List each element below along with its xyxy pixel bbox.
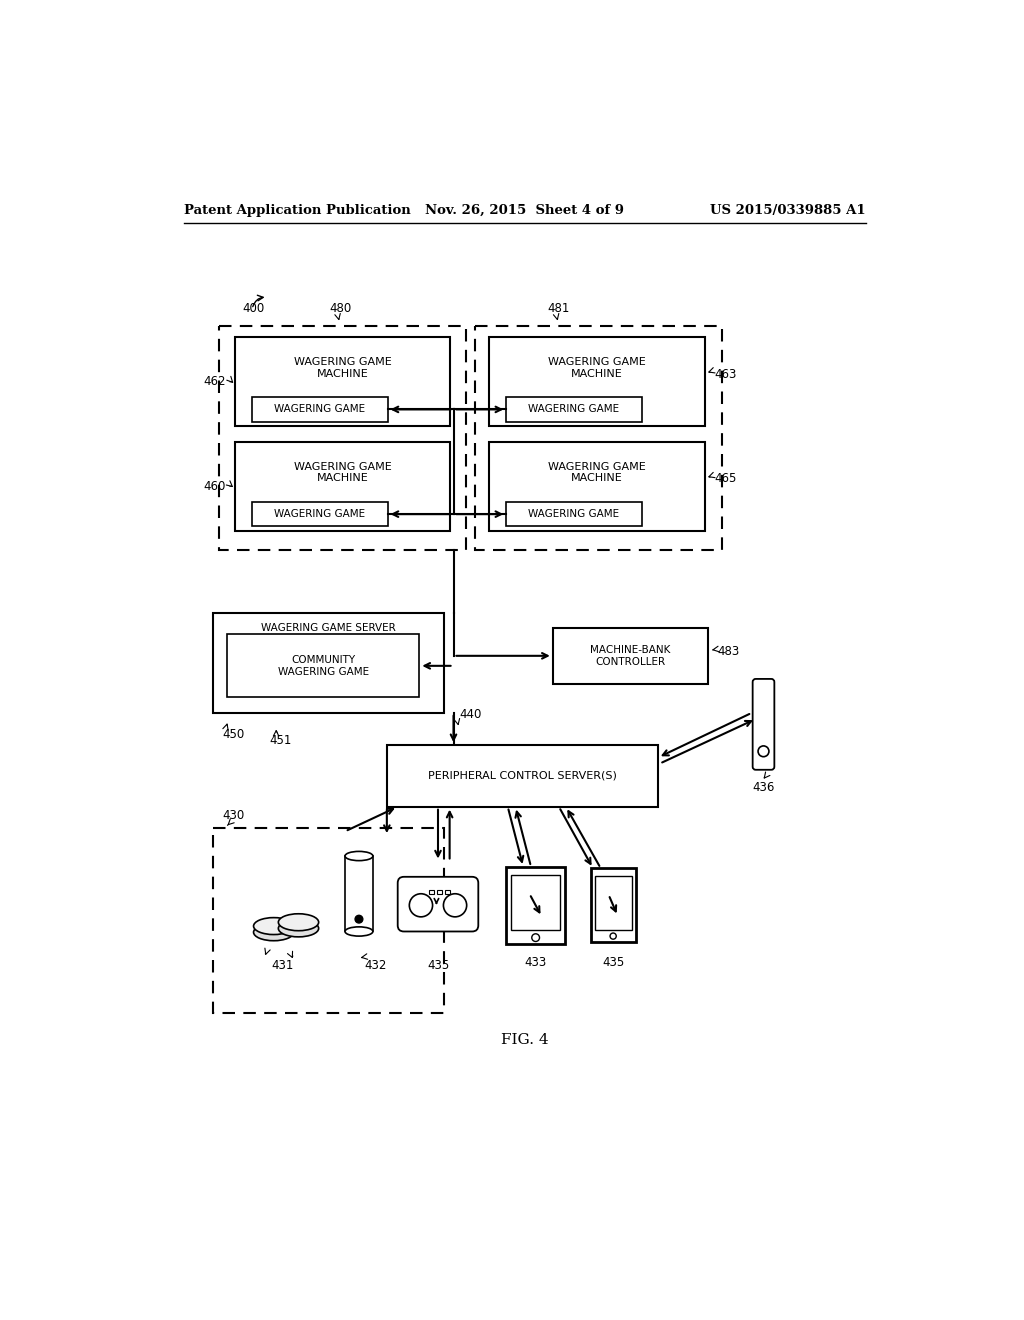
Bar xyxy=(511,874,560,929)
Text: Patent Application Publication: Patent Application Publication xyxy=(183,205,411,218)
Bar xyxy=(591,869,636,942)
Text: COMMUNITY
WAGERING GAME: COMMUNITY WAGERING GAME xyxy=(278,655,369,677)
Text: 451: 451 xyxy=(269,734,292,747)
Bar xyxy=(387,744,658,807)
Ellipse shape xyxy=(254,924,294,941)
Bar xyxy=(227,635,420,697)
Circle shape xyxy=(610,933,616,940)
Text: WAGERING GAME: WAGERING GAME xyxy=(273,510,365,519)
Text: WAGERING GAME
MACHINE: WAGERING GAME MACHINE xyxy=(548,462,646,483)
Bar xyxy=(489,442,705,531)
Text: FIG. 4: FIG. 4 xyxy=(501,1034,549,1047)
Text: WAGERING GAME: WAGERING GAME xyxy=(528,404,620,414)
Bar xyxy=(506,867,565,944)
FancyBboxPatch shape xyxy=(753,678,774,770)
Text: PERIPHERAL CONTROL SERVER(S): PERIPHERAL CONTROL SERVER(S) xyxy=(428,771,616,781)
Text: 436: 436 xyxy=(753,780,775,793)
Text: WAGERING GAME: WAGERING GAME xyxy=(528,510,620,519)
Circle shape xyxy=(443,894,467,917)
Bar xyxy=(252,397,388,422)
Circle shape xyxy=(758,746,769,756)
Text: 432: 432 xyxy=(365,960,387,973)
Circle shape xyxy=(355,915,362,923)
Text: 481: 481 xyxy=(548,302,570,315)
Ellipse shape xyxy=(345,851,373,861)
Text: 400: 400 xyxy=(243,302,265,315)
Bar xyxy=(234,442,451,531)
Bar xyxy=(595,876,632,929)
Bar xyxy=(506,502,642,527)
Ellipse shape xyxy=(254,917,294,935)
Text: WAGERING GAME
MACHINE: WAGERING GAME MACHINE xyxy=(294,462,391,483)
Text: WAGERING GAME
MACHINE: WAGERING GAME MACHINE xyxy=(294,356,391,379)
Bar xyxy=(429,890,434,894)
Ellipse shape xyxy=(279,913,318,931)
Text: 430: 430 xyxy=(222,809,245,822)
Text: 450: 450 xyxy=(222,729,245,742)
Text: WAGERING GAME: WAGERING GAME xyxy=(273,404,365,414)
Text: 463: 463 xyxy=(714,367,736,380)
Bar xyxy=(252,502,388,527)
Text: 483: 483 xyxy=(717,644,739,657)
Text: 460: 460 xyxy=(204,480,225,492)
Text: 431: 431 xyxy=(271,960,294,973)
Text: 440: 440 xyxy=(460,708,482,721)
Text: Nov. 26, 2015  Sheet 4 of 9: Nov. 26, 2015 Sheet 4 of 9 xyxy=(425,205,625,218)
Bar xyxy=(489,337,705,426)
Circle shape xyxy=(531,933,540,941)
Text: WAGERING GAME SERVER: WAGERING GAME SERVER xyxy=(261,623,396,634)
Bar xyxy=(219,326,466,549)
Bar xyxy=(234,337,451,426)
Text: 433: 433 xyxy=(524,956,547,969)
Bar xyxy=(345,855,373,932)
Bar xyxy=(553,628,708,684)
Ellipse shape xyxy=(279,920,318,937)
Bar xyxy=(475,326,722,549)
Circle shape xyxy=(410,894,432,917)
Bar xyxy=(506,397,642,422)
Text: 435: 435 xyxy=(602,956,625,969)
Text: 480: 480 xyxy=(330,302,351,315)
Text: US 2015/0339885 A1: US 2015/0339885 A1 xyxy=(711,205,866,218)
Text: MACHINE-BANK
CONTROLLER: MACHINE-BANK CONTROLLER xyxy=(590,645,671,667)
Bar xyxy=(445,890,450,894)
Ellipse shape xyxy=(345,927,373,936)
Text: 462: 462 xyxy=(203,375,225,388)
Text: 435: 435 xyxy=(427,960,450,973)
Text: WAGERING GAME
MACHINE: WAGERING GAME MACHINE xyxy=(548,356,646,379)
Text: 465: 465 xyxy=(714,473,736,486)
Bar xyxy=(213,612,444,713)
FancyBboxPatch shape xyxy=(397,876,478,932)
Bar xyxy=(213,829,444,1014)
Bar xyxy=(437,890,442,894)
